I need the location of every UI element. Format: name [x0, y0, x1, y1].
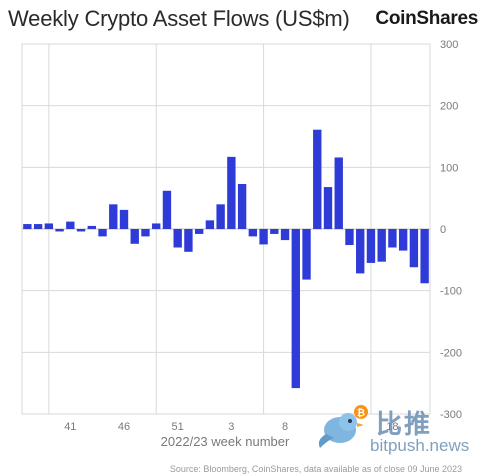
bar: [119, 209, 129, 229]
y-tick-label: -200: [440, 347, 462, 359]
y-tick-label: 0: [440, 224, 446, 236]
bar: [323, 187, 333, 229]
x-axis-label: 2022/23 week number: [161, 434, 290, 449]
bar: [76, 229, 86, 232]
bar: [141, 229, 150, 237]
bar-series: [23, 129, 429, 389]
bar: [130, 229, 139, 244]
bar: [44, 223, 54, 229]
y-tick-label: -100: [440, 286, 462, 298]
chart-title: Weekly Crypto Asset Flows (US$m): [8, 6, 350, 31]
y-tick-label: 100: [440, 162, 458, 174]
bar: [270, 229, 279, 234]
bird-logo-icon: ₿: [318, 405, 368, 448]
watermark-text: 比推: [376, 410, 433, 440]
bar: [152, 223, 161, 229]
x-tick-label: 46: [118, 421, 130, 433]
x-tick-label: 41: [64, 421, 76, 433]
bar: [366, 229, 376, 263]
bar: [162, 190, 172, 229]
bar: [259, 229, 268, 245]
y-tick-label: 300: [440, 39, 458, 51]
bar: [345, 229, 354, 246]
bar: [184, 229, 193, 252]
bar: [377, 229, 386, 262]
bar: [291, 229, 300, 389]
bar: [409, 229, 419, 268]
svg-text:₿: ₿: [357, 407, 365, 419]
y-tick-label: -300: [440, 409, 462, 421]
bar: [388, 229, 397, 248]
watermark-url: bitpush.news: [370, 436, 470, 455]
coinshares-logo: CoinShares: [375, 8, 478, 29]
bar: [280, 229, 290, 241]
bar: [205, 220, 215, 229]
bar: [216, 204, 225, 229]
bar: [55, 229, 64, 232]
source-note: Source: Bloomberg, CoinShares, data avai…: [169, 464, 462, 474]
bar: [227, 156, 236, 229]
bar: [398, 229, 408, 251]
bar: [237, 183, 247, 229]
bar: [248, 229, 258, 237]
bar: [334, 157, 343, 229]
bar: [194, 229, 204, 234]
bar: [109, 204, 118, 229]
x-tick-label: 8: [282, 421, 288, 433]
bar: [66, 221, 75, 229]
bar: [23, 224, 32, 229]
bar: [420, 229, 429, 284]
bar: [173, 229, 182, 248]
x-tick-label: 51: [172, 421, 184, 433]
bar: [302, 229, 311, 280]
x-tick-label: 18: [386, 421, 398, 433]
grid-lines: [21, 43, 431, 415]
y-tick-label: 200: [440, 101, 458, 113]
bar: [87, 225, 96, 229]
x-tick-label: 3: [228, 421, 234, 433]
bar: [98, 229, 107, 237]
bar: [33, 224, 43, 229]
bar: [313, 129, 322, 229]
bar: [356, 229, 365, 274]
y-axis-ticks: 300 200 100 0 -100 -200 -300: [440, 39, 462, 421]
